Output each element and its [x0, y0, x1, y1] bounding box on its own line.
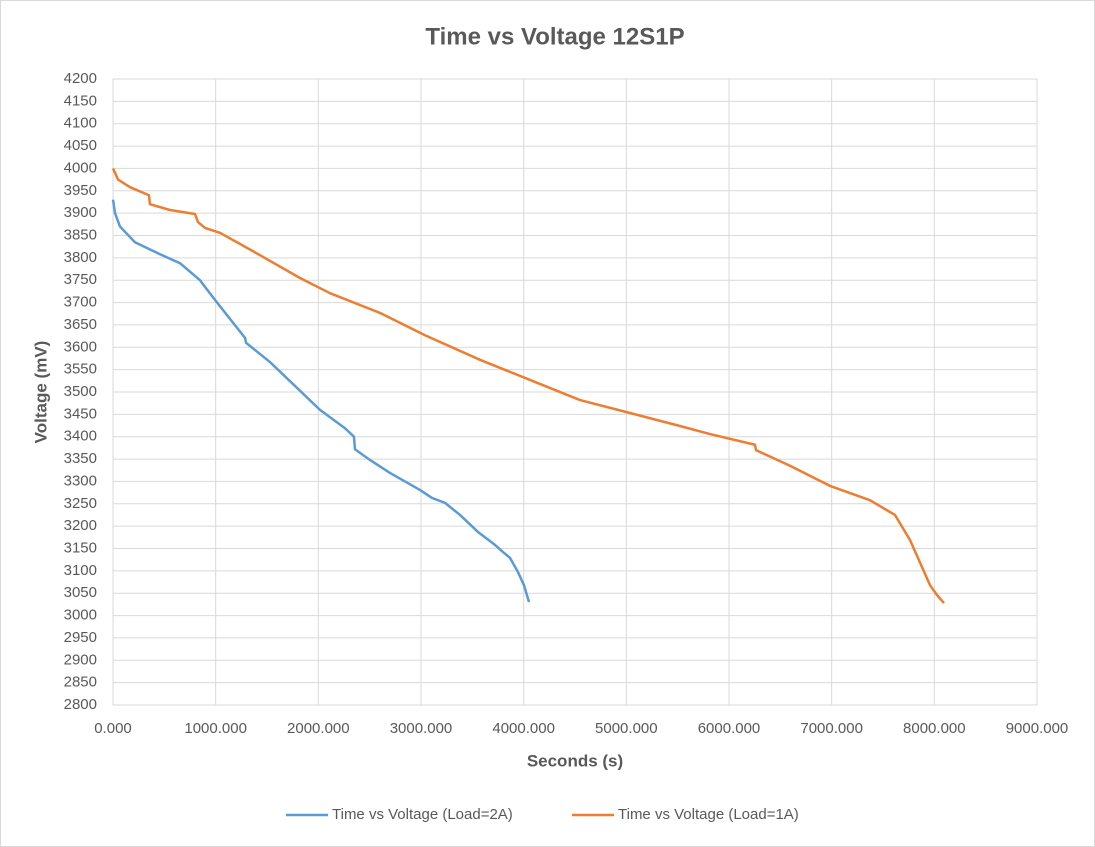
y-tick-label: 3850	[64, 226, 97, 243]
y-tick-label: 4100	[64, 115, 97, 132]
y-tick-label: 4000	[64, 159, 97, 176]
x-tick-label: 5000.000	[595, 720, 658, 737]
x-tick-label: 0.000	[94, 720, 132, 737]
x-tick-label: 8000.000	[903, 720, 966, 737]
x-tick-label: 2000.000	[287, 720, 350, 737]
series-line	[111, 199, 531, 603]
y-tick-label: 3800	[64, 249, 97, 266]
y-tick-label: 2800	[64, 696, 97, 713]
x-tick-label: 3000.000	[390, 720, 453, 737]
y-tick-label: 3900	[64, 204, 97, 221]
y-axis-title: Voltage (mV)	[31, 341, 50, 444]
y-tick-label: 3050	[64, 584, 97, 601]
y-tick-label: 3750	[64, 271, 97, 288]
y-tick-label: 2950	[64, 629, 97, 646]
y-tick-label: 3600	[64, 338, 97, 355]
y-tick-label: 2850	[64, 674, 97, 691]
legend-label: Time vs Voltage (Load=1A)	[618, 806, 799, 823]
x-tick-label: 7000.000	[800, 720, 863, 737]
y-tick-label: 4200	[64, 70, 97, 87]
y-tick-label: 3500	[64, 383, 97, 400]
y-tick-label: 3250	[64, 495, 97, 512]
x-tick-label: 4000.000	[492, 720, 555, 737]
y-tick-label: 3950	[64, 182, 97, 199]
y-tick-label: 3550	[64, 361, 97, 378]
y-tick-label: 3700	[64, 294, 97, 311]
y-tick-label: 3150	[64, 539, 97, 556]
legend-label: Time vs Voltage (Load=2A)	[332, 806, 513, 823]
y-tick-label: 3200	[64, 517, 97, 534]
y-tick-label: 3000	[64, 607, 97, 624]
y-tick-label: 3350	[64, 450, 97, 467]
y-tick-label: 2900	[64, 651, 97, 668]
x-tick-label: 1000.000	[184, 720, 247, 737]
series-line	[111, 167, 945, 604]
y-tick-label: 3100	[64, 562, 97, 579]
y-tick-label: 4150	[64, 92, 97, 109]
x-tick-label: 9000.000	[1006, 720, 1069, 737]
y-tick-label: 3450	[64, 405, 97, 422]
chart-title: Time vs Voltage 12S1P	[425, 23, 684, 50]
y-tick-label: 3650	[64, 316, 97, 333]
y-tick-label: 3400	[64, 428, 97, 445]
y-tick-label: 3300	[64, 472, 97, 489]
x-tick-label: 6000.000	[698, 720, 761, 737]
y-tick-label: 4050	[64, 137, 97, 154]
x-axis-title: Seconds (s)	[527, 751, 623, 770]
